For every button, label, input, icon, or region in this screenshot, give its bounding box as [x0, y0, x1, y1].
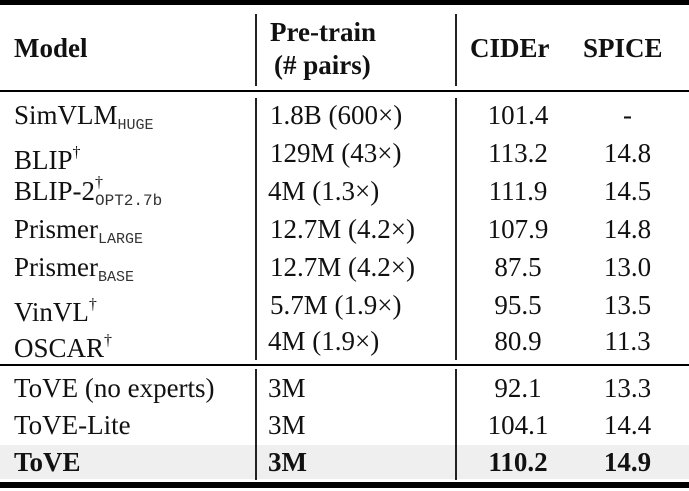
pretrain-cell: 129M (43×)	[270, 138, 402, 168]
header-pretrain-line1: Pre-train	[270, 17, 376, 47]
cider-cell: 104.1	[487, 410, 549, 440]
model-cell: VinVL†	[14, 296, 97, 327]
col-divider	[255, 369, 257, 480]
spice-cell: -	[623, 100, 632, 130]
spice-cell: 13.5	[603, 290, 652, 320]
col-divider	[455, 14, 457, 86]
pretrain-cell: 12.7M (4.2×)	[270, 252, 415, 282]
pretrain-cell: 3M	[268, 410, 306, 440]
highlight-row-background	[0, 445, 689, 479]
cider-cell: 110.2	[488, 447, 548, 477]
model-cell: PrismerBASE	[14, 252, 135, 286]
pretrain-cell: 12.7M (4.2×)	[270, 214, 415, 244]
col-divider	[255, 98, 257, 360]
model-cell: ToVE-Lite	[14, 410, 131, 440]
bottom-rule	[0, 482, 689, 488]
top-rule	[0, 0, 689, 5]
pretrain-cell: 3M	[268, 447, 307, 477]
pretrain-cell: 3M	[268, 373, 306, 403]
header-rule	[0, 90, 689, 92]
pretrain-cell: 5.7M (1.9×)	[270, 290, 402, 320]
pretrain-cell: 4M (1.3×)	[268, 176, 380, 206]
spice-cell: 14.4	[603, 410, 652, 440]
spice-cell: 14.8	[603, 214, 652, 244]
cider-cell: 107.9	[487, 214, 549, 244]
cider-cell: 95.5	[494, 290, 542, 320]
cider-cell: 87.5	[494, 252, 542, 282]
model-cell: PrismerLARGE	[14, 214, 144, 248]
header-spice: SPICE	[583, 33, 663, 63]
model-cell: BLIP-2 † OPT2.7b	[14, 174, 163, 210]
col-divider	[455, 369, 457, 480]
spice-cell: 14.9	[603, 447, 652, 477]
pretrain-cell: 4M (1.9×)	[268, 326, 380, 356]
cider-cell: 101.4	[487, 100, 549, 130]
model-cell: BLIP†	[14, 144, 81, 175]
spice-cell: 13.0	[603, 252, 652, 282]
header-cider: CIDEr	[470, 33, 550, 63]
spice-cell: 13.3	[603, 373, 652, 403]
col-divider	[255, 14, 257, 86]
header-pretrain-line2: (# pairs)	[274, 50, 371, 80]
model-cell: ToVE	[14, 447, 81, 477]
spice-cell: 14.5	[603, 176, 652, 206]
spice-cell: 11.3	[604, 326, 651, 356]
cider-cell: 113.2	[488, 138, 548, 168]
spice-cell: 14.8	[603, 138, 652, 168]
cider-cell: 80.9	[494, 326, 542, 356]
model-cell: ToVE (no experts)	[14, 373, 215, 403]
cider-cell: 92.1	[494, 373, 542, 403]
col-divider	[455, 98, 457, 360]
model-cell: OSCAR†	[14, 332, 113, 363]
pretrain-cell: 1.8B (600×)	[270, 100, 403, 130]
group-separator-rule	[0, 364, 689, 366]
header-model: Model	[14, 33, 88, 63]
cider-cell: 111.9	[488, 176, 548, 206]
model-cell: SimVLMHUGE	[14, 100, 154, 134]
